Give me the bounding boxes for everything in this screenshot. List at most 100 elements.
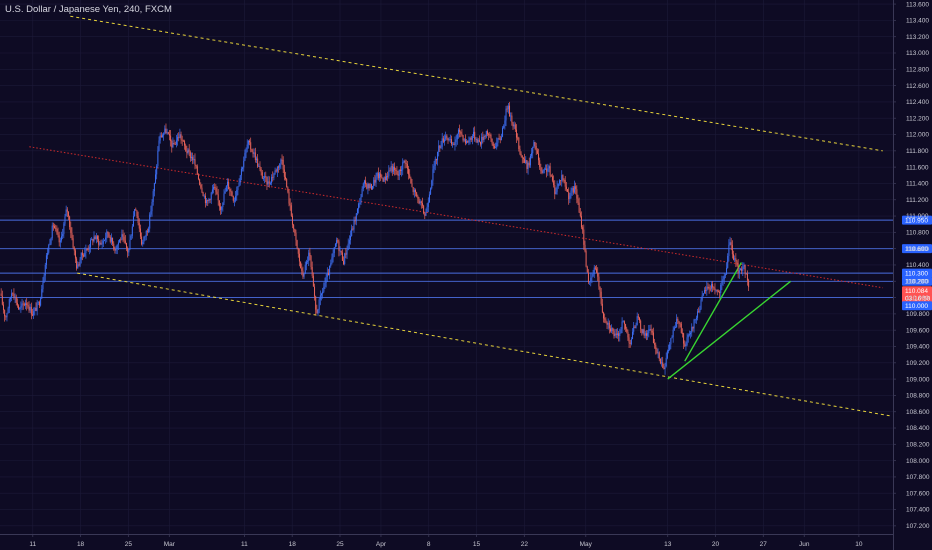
candle-body [167,132,169,135]
candle-body [37,301,39,303]
candle-body [18,305,20,309]
candle-body [116,244,118,249]
candle [730,237,732,251]
candle-body [580,216,582,228]
candle [211,184,213,195]
candle-body [139,228,141,237]
candle [281,154,283,165]
candle-body [459,129,461,132]
candle-body [680,323,682,333]
candle-body [95,236,97,240]
candle [733,250,735,261]
trend-line-support-shallow [667,280,792,380]
candle [389,167,391,172]
candle-body [149,214,151,229]
candle-body [380,173,382,178]
candle [622,320,624,323]
candle [331,253,333,265]
candle [518,136,520,152]
candle [677,316,679,325]
price-badge: 110.950 [902,215,932,225]
candle-body [259,166,261,170]
candle-body [713,287,715,289]
candle [722,276,724,286]
candle [151,199,153,217]
candle-body [365,180,367,185]
candle [707,282,709,290]
candle [108,232,110,238]
candle [470,135,472,143]
candle [471,134,473,145]
candle-body [686,337,688,345]
candle-body [691,327,693,333]
candle [130,234,132,240]
candle [267,175,269,187]
candle [238,178,240,187]
candle-body [470,137,472,140]
candle [589,280,591,285]
candle [519,145,521,156]
candle [444,134,446,146]
candle-body [455,139,457,142]
candle-body [44,264,46,276]
candle [425,208,427,217]
candle-body [20,306,22,308]
y-tick-label: 109.400 [906,344,930,351]
candle-body [78,264,80,266]
candle-body [714,288,716,291]
candle-body [627,331,629,338]
candle [483,134,485,143]
candle [369,182,371,189]
candle-body [51,225,53,239]
candle [365,176,367,188]
candle-body [611,328,613,332]
candle [181,135,183,146]
candle [574,180,576,194]
candle [196,164,198,176]
candle [195,164,197,169]
candle [642,328,644,335]
candle-body [454,141,456,145]
candle-body [309,252,311,257]
candle-body [446,135,448,138]
candle [616,328,618,339]
candle [178,132,180,142]
candle [481,133,483,149]
candle-body [135,209,137,211]
y-tick-label: 109.800 [906,311,930,318]
candle [170,130,172,147]
candle [741,266,743,275]
candle-body [673,327,675,330]
candle-body [204,195,206,203]
candle-body [326,272,328,277]
candle [460,130,462,138]
candle-body [639,317,641,321]
candle-body [529,155,531,166]
candle [692,326,694,332]
candle [296,239,298,250]
candle-body [304,264,306,274]
candle [52,222,54,231]
candle [338,239,340,257]
y-tick-label: 110.000 [906,295,929,302]
candle-body [433,165,435,170]
candle-body [467,141,469,143]
candle [307,256,309,264]
candle [67,211,69,221]
candle-body [394,166,396,170]
candle [73,246,75,256]
candle-body [492,143,494,147]
candle-body [5,316,7,318]
candle [684,340,686,348]
candle-body [619,333,621,336]
candle [50,237,52,246]
candle-body [336,240,338,244]
candle [350,230,352,245]
candle-body [410,177,412,184]
candle [94,234,96,240]
candle [680,321,682,334]
candle-body [40,298,42,306]
candle-body [408,168,410,175]
